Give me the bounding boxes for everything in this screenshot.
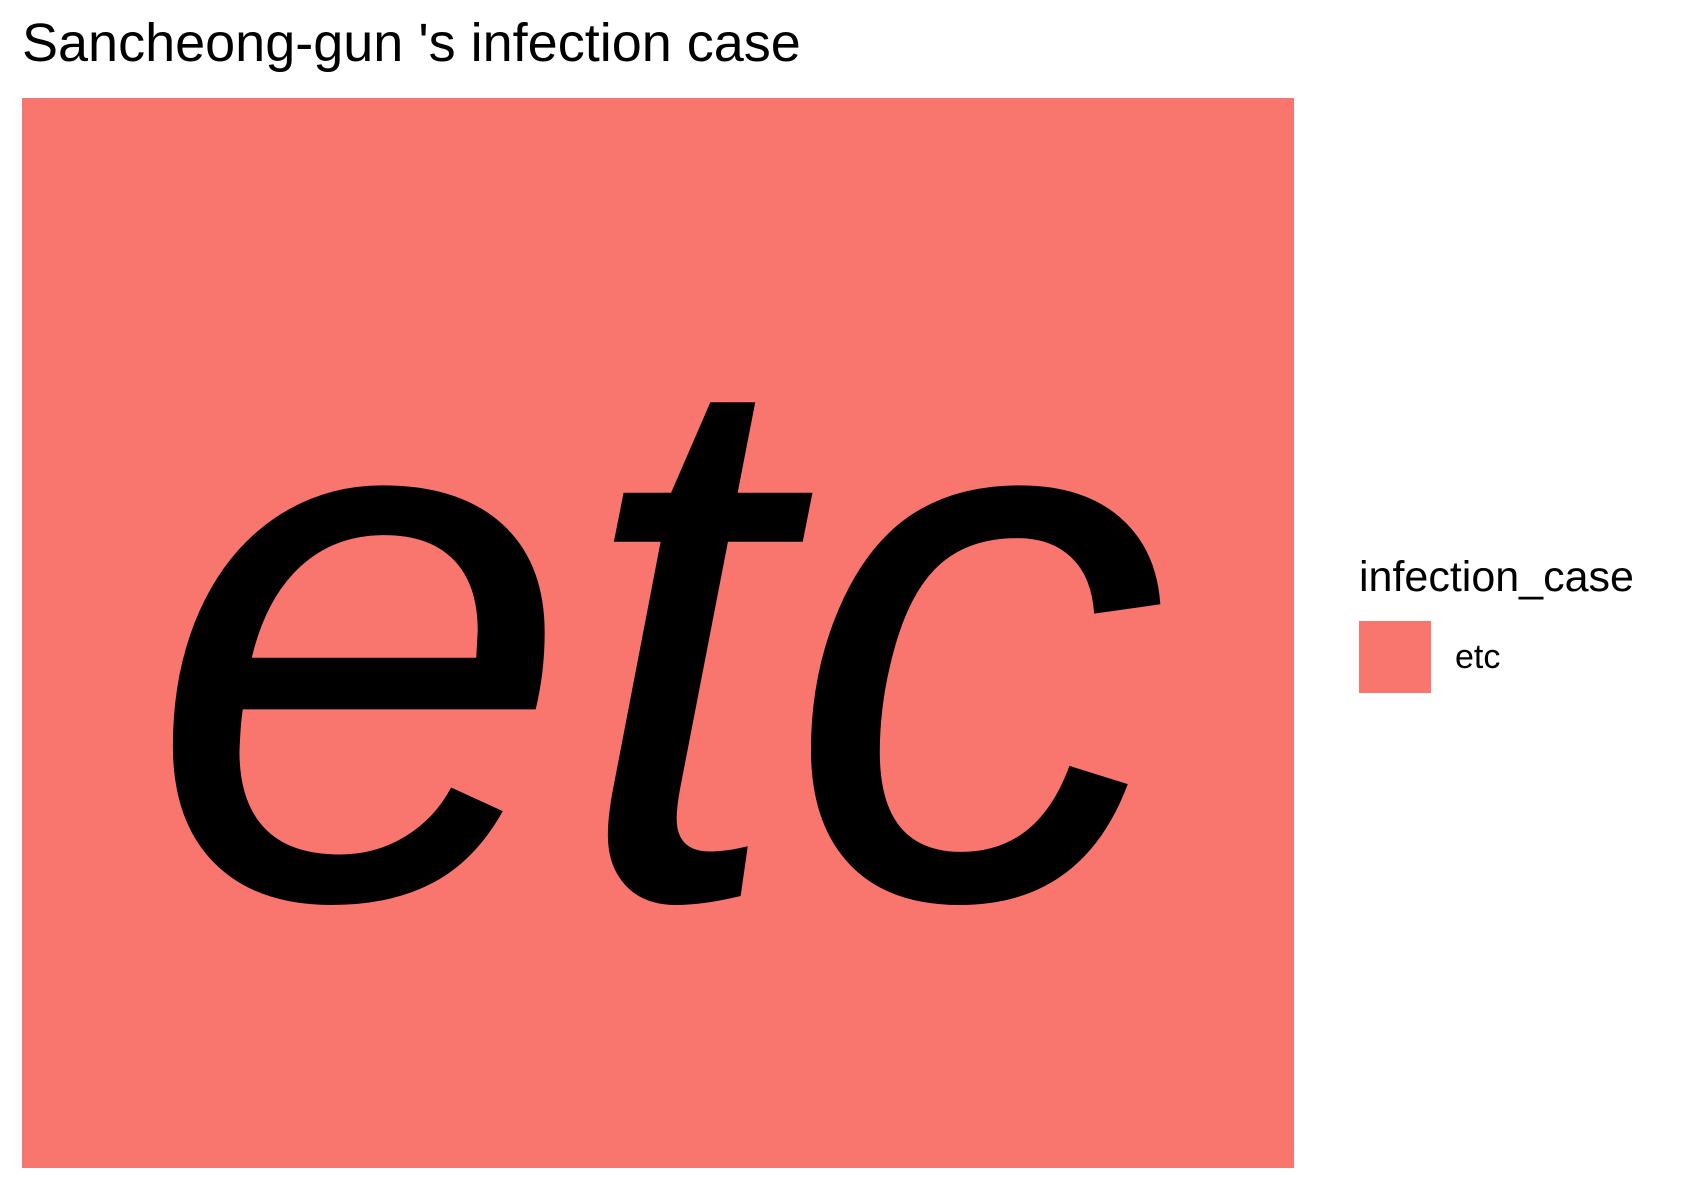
legend: infection_case etc	[1359, 553, 1634, 694]
legend-title: infection_case	[1359, 553, 1634, 601]
legend-label-etc: etc	[1455, 637, 1501, 676]
legend-swatch-etc	[1359, 621, 1431, 694]
treemap-tile-label-etc: etc	[147, 206, 1169, 1061]
legend-items: etc	[1359, 621, 1634, 694]
legend-item-etc: etc	[1359, 621, 1634, 694]
treemap-tile-etc	[22, 98, 1294, 1168]
chart-title: Sancheong-gun 's infection case	[22, 13, 801, 73]
